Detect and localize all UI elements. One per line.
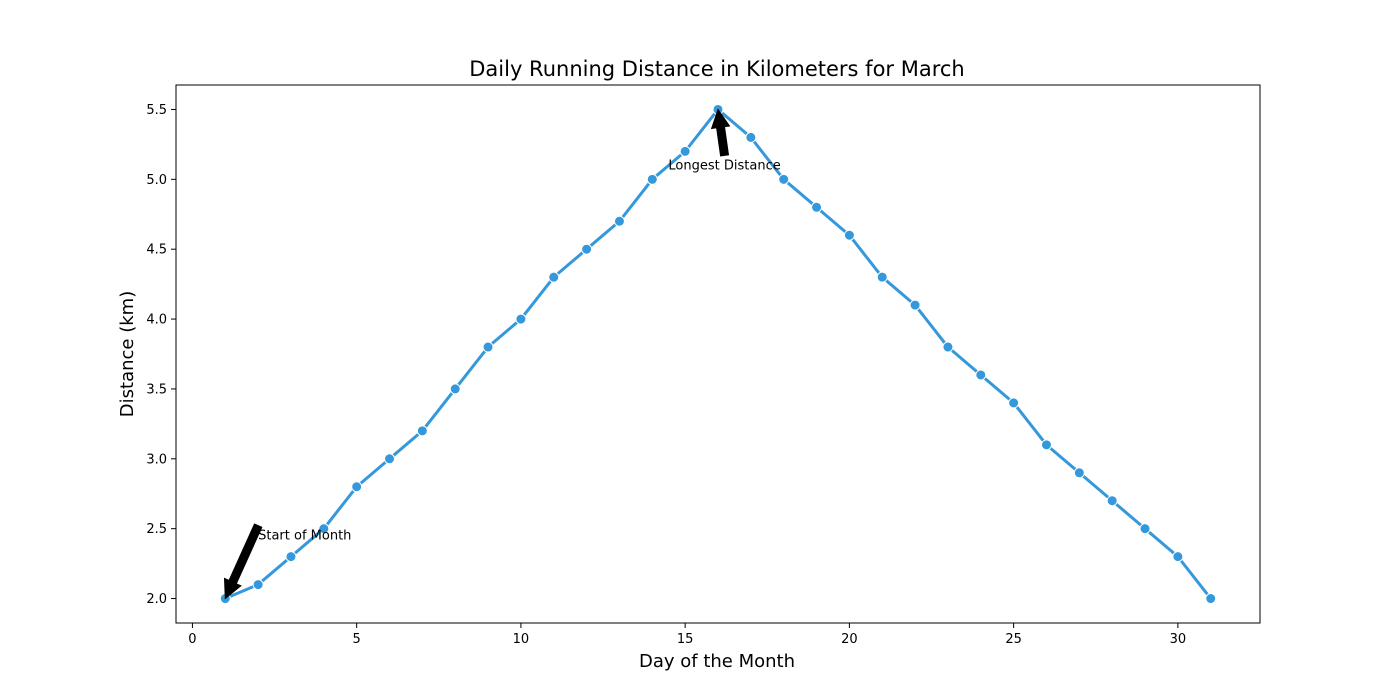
data-point <box>1205 593 1217 605</box>
x-tick-label: 10 <box>513 632 530 647</box>
x-tick-label: 20 <box>841 632 858 647</box>
data-point <box>1040 439 1052 451</box>
data-point <box>613 215 625 227</box>
data-point <box>811 201 823 213</box>
x-tick-label: 5 <box>353 632 361 647</box>
x-tick-label: 0 <box>188 632 196 647</box>
data-point <box>1172 551 1184 563</box>
data-point <box>1073 467 1085 479</box>
data-point <box>745 131 757 143</box>
y-tick-label: 4.0 <box>146 313 167 328</box>
data-point <box>843 229 855 241</box>
data-point <box>679 145 691 157</box>
series-line <box>223 107 1213 601</box>
y-tick-label: 3.5 <box>146 382 167 397</box>
data-point <box>778 173 790 185</box>
y-tick-label: 2.0 <box>146 592 167 607</box>
data-point <box>876 271 888 283</box>
data-point <box>285 551 297 563</box>
data-point <box>1106 495 1118 507</box>
data-point <box>909 299 921 311</box>
y-tick-label: 5.5 <box>146 103 167 118</box>
x-tick-label: 30 <box>1170 632 1187 647</box>
data-point <box>351 481 363 493</box>
x-tick-label: 15 <box>677 632 694 647</box>
annotation-arrow <box>223 523 263 600</box>
data-point <box>581 243 593 255</box>
data-point <box>515 313 527 325</box>
y-tick-label: 4.5 <box>146 243 167 258</box>
data-point <box>318 523 330 535</box>
data-point <box>942 341 954 353</box>
plot-frame <box>175 84 1261 624</box>
data-point <box>252 579 264 591</box>
data-point <box>1008 397 1020 409</box>
y-axis-label: Distance (km) <box>117 291 138 417</box>
y-tick-label: 3.0 <box>146 452 167 467</box>
annotation-arrow <box>710 108 731 157</box>
data-point <box>1139 523 1151 535</box>
data-point <box>482 341 494 353</box>
annotation-label: Longest Distance <box>668 158 780 173</box>
data-point <box>384 453 396 465</box>
y-tick-label: 2.5 <box>146 522 167 537</box>
x-axis-label: Day of the Month <box>639 651 795 672</box>
data-point <box>416 425 428 437</box>
data-point <box>975 369 987 381</box>
data-point <box>548 271 560 283</box>
data-point <box>646 173 658 185</box>
annotation-label: Start of Month <box>258 529 351 544</box>
chart-title: Daily Running Distance in Kilometers for… <box>469 57 965 81</box>
y-tick-label: 5.0 <box>146 173 167 188</box>
data-point <box>449 383 461 395</box>
x-tick-label: 25 <box>1005 632 1022 647</box>
